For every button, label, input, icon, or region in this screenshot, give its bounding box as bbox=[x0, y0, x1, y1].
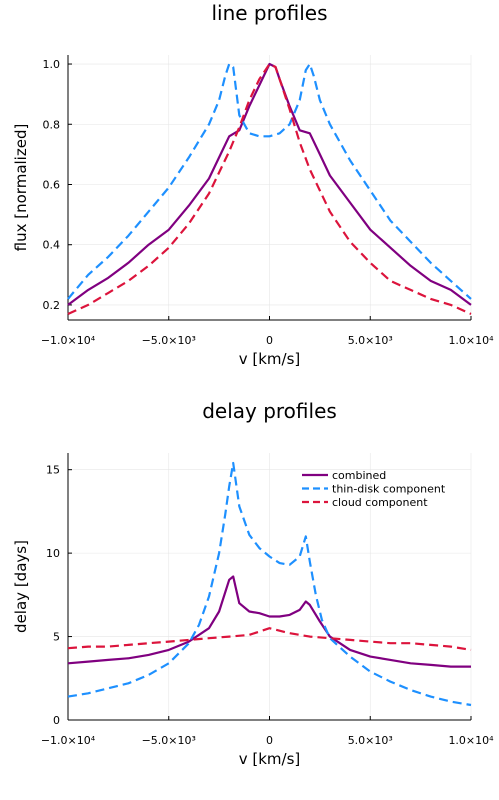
y-tick-label: 0.2 bbox=[43, 299, 61, 312]
x-tick-label: −1.0×10⁴ bbox=[41, 734, 96, 747]
x-tick-label: 0 bbox=[266, 734, 273, 747]
series-line-1 bbox=[67, 62, 472, 306]
legend-entry: thin-disk component bbox=[332, 483, 446, 496]
y-tick-label: 1.0 bbox=[43, 58, 61, 71]
series-line-3 bbox=[67, 62, 472, 316]
x-tick-label: 0 bbox=[266, 334, 273, 347]
y-tick-label: 0 bbox=[53, 714, 60, 727]
series-line-2 bbox=[67, 62, 472, 300]
x-tick-label: 1.0×10⁴ bbox=[448, 734, 494, 747]
y-tick-label: 0.6 bbox=[43, 178, 61, 191]
chart-title: delay profiles bbox=[202, 399, 337, 423]
y-tick-label: 5 bbox=[53, 631, 60, 644]
x-tick-label: −1.0×10⁴ bbox=[41, 334, 96, 347]
legend-entry: combined bbox=[332, 469, 386, 482]
x-axis-label: v [km/s] bbox=[239, 350, 301, 368]
series-line-2 bbox=[67, 461, 472, 707]
y-tick-label: 0.4 bbox=[43, 239, 61, 252]
x-tick-label: −5.0×10³ bbox=[142, 734, 196, 747]
x-tick-label: 5.0×10³ bbox=[348, 334, 393, 347]
y-axis-label: flux [normalized] bbox=[12, 124, 30, 252]
x-axis-label: v [km/s] bbox=[239, 750, 301, 768]
x-tick-label: 5.0×10³ bbox=[348, 734, 393, 747]
series-line-3 bbox=[67, 627, 472, 651]
y-tick-label: 0.8 bbox=[43, 118, 61, 131]
y-tick-label: 10 bbox=[46, 547, 60, 560]
chart-panel-1: −1.0×10⁴ −5.0×10³ 0 5.0×10³ 1.0×10⁴ 0.2 0.4 0.6… bbox=[12, 1, 494, 368]
x-tick-label: −5.0×10³ bbox=[142, 334, 196, 347]
legend-entry: cloud component bbox=[332, 496, 428, 509]
series-line-1 bbox=[67, 575, 471, 668]
chart-title: line profiles bbox=[211, 1, 327, 25]
y-axis-label: delay [days] bbox=[12, 540, 30, 633]
x-tick-label: 1.0×10⁴ bbox=[448, 334, 494, 347]
y-tick-label: 15 bbox=[46, 464, 60, 477]
chart-panel-2: −1.0×10⁴ −5.0×10³ 0 5.0×10³ 1.0×10⁴ 0 5 10 15 del… bbox=[12, 399, 494, 768]
